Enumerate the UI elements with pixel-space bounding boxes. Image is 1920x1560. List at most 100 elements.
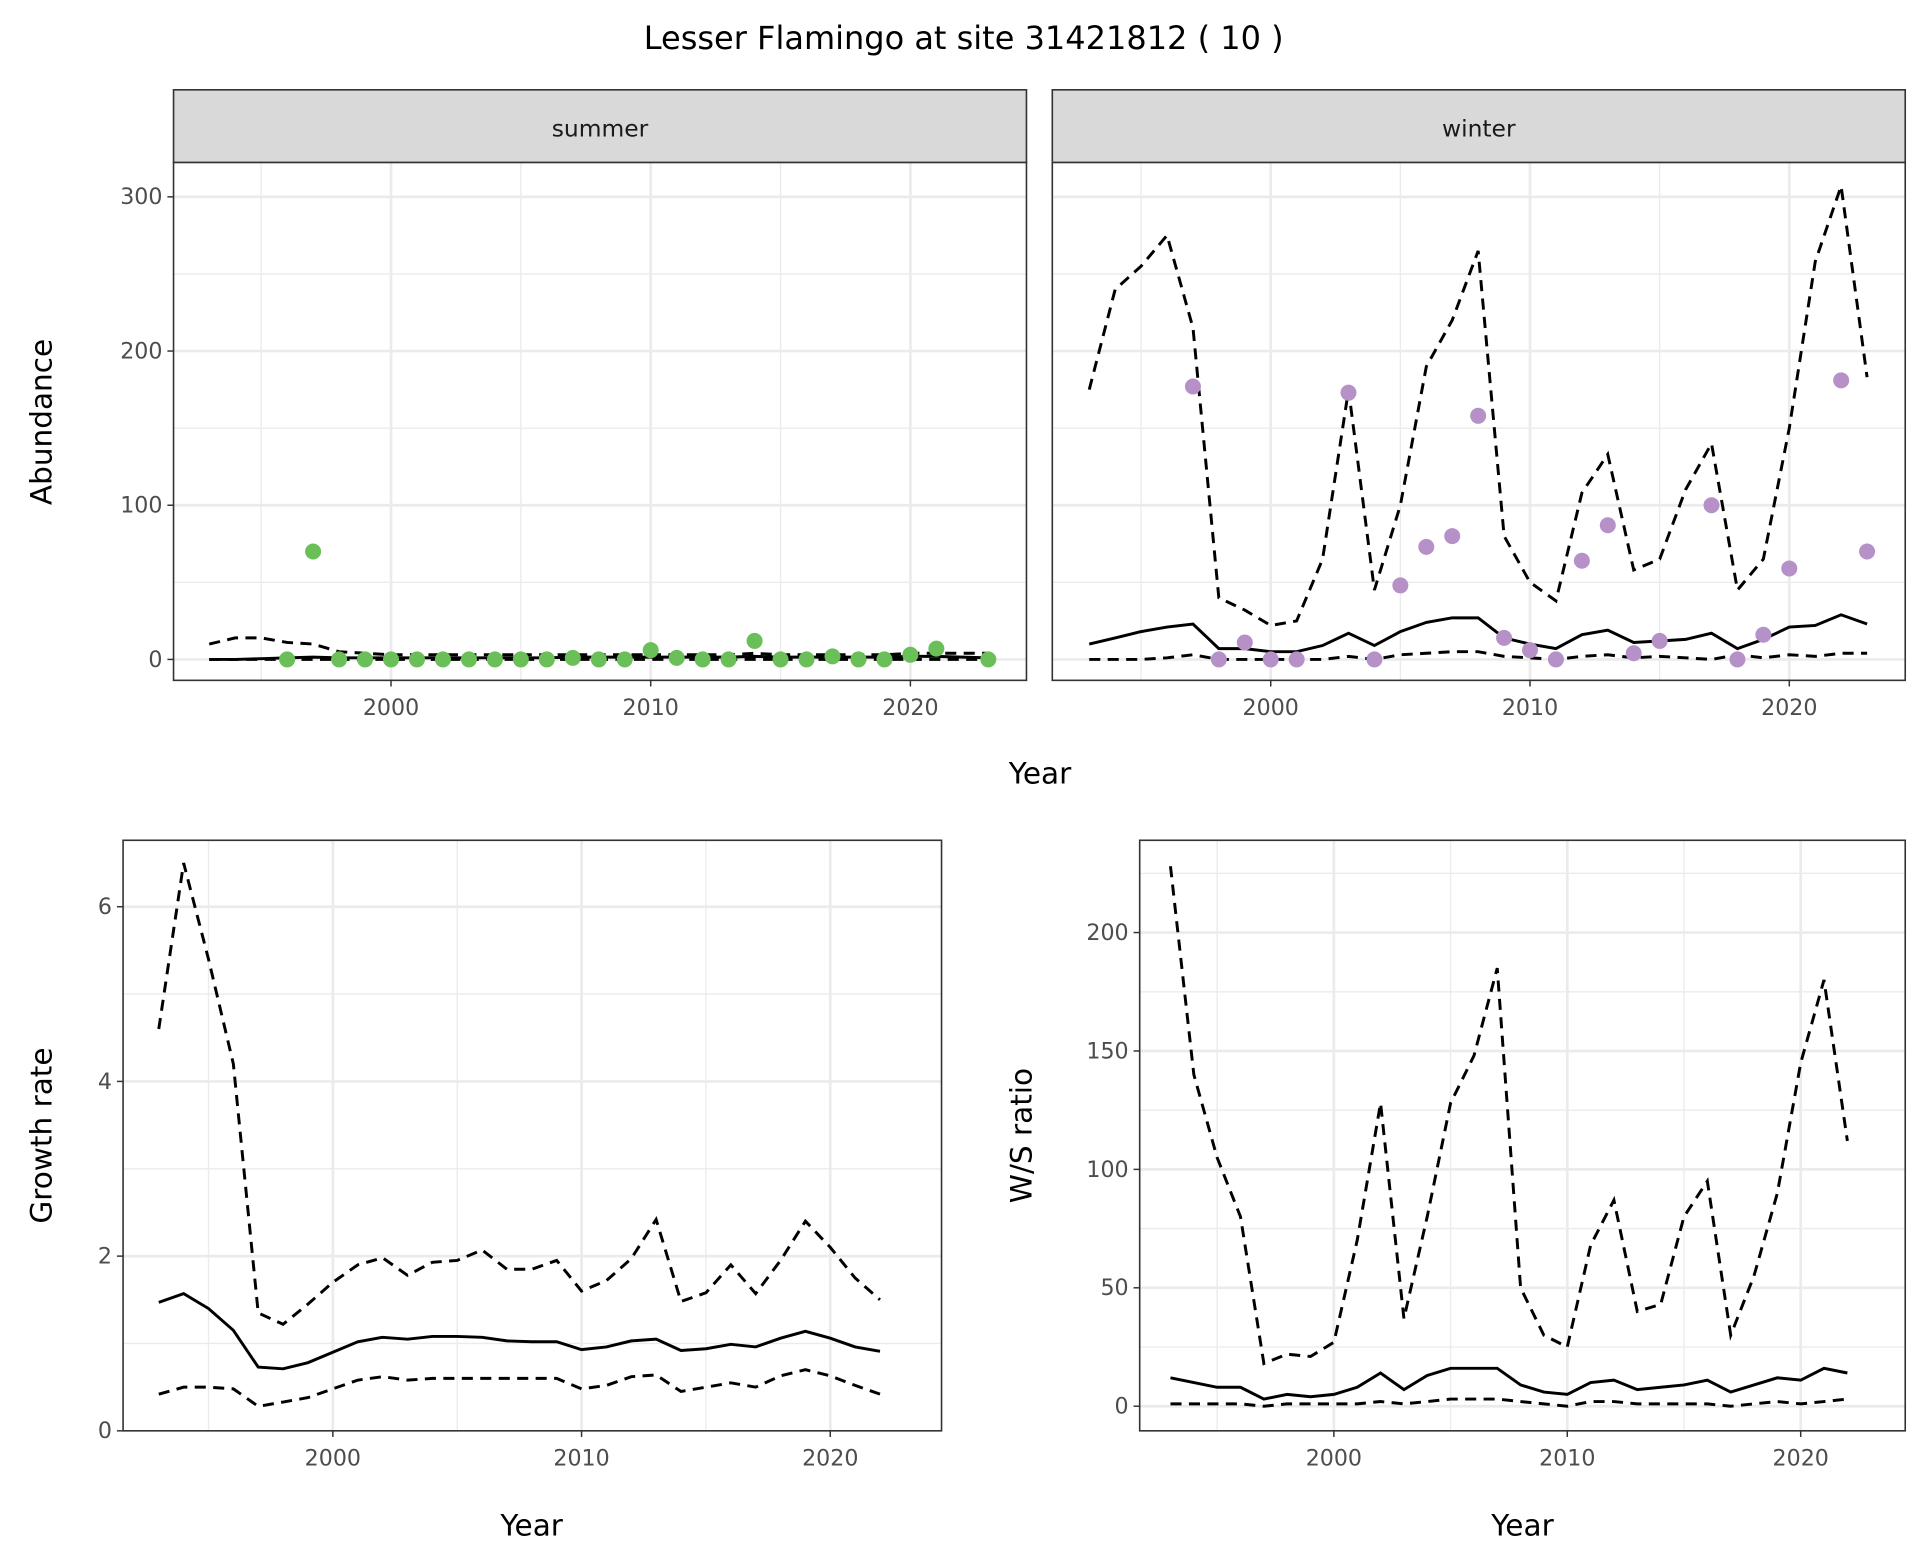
- data-point: [1444, 528, 1461, 545]
- data-point: [1755, 626, 1772, 643]
- x-axis-label: Year: [1490, 1508, 1554, 1542]
- data-point: [383, 651, 400, 668]
- data-point: [798, 651, 815, 668]
- data-point: [1522, 642, 1539, 659]
- x-tick-label: 2010: [1539, 1445, 1595, 1471]
- data-point: [1392, 577, 1409, 594]
- data-point: [1729, 651, 1746, 668]
- panel-1: 2000 2010 2020 0 100 200 300 summer Abundance: [25, 89, 1028, 721]
- x-tick-label: 2020: [1761, 695, 1817, 721]
- data-point: [279, 651, 296, 668]
- y-tick-label: 0: [1115, 1394, 1129, 1420]
- y-tick-label: 0: [98, 1418, 112, 1444]
- facet-strip: [172, 89, 1028, 164]
- data-point: [1288, 651, 1305, 668]
- data-point: [1340, 384, 1357, 401]
- y-axis-label: Abundance: [25, 339, 59, 505]
- y-tick-label: 0: [148, 647, 162, 673]
- y-tick-label: 4: [98, 1069, 112, 1095]
- panel-3: 2000 2010 2020 0 2 4 6 Growth rate Year: [25, 839, 943, 1542]
- data-point: [460, 651, 477, 668]
- data-point: [616, 651, 633, 668]
- series-line-upper: [1168, 866, 1849, 1366]
- data-point: [538, 651, 555, 668]
- x-axis-label: Year: [1008, 757, 1072, 791]
- data-point: [1599, 517, 1616, 534]
- data-point: [1781, 560, 1798, 577]
- data-point: [876, 651, 893, 668]
- x-tick-label: 2010: [623, 695, 679, 721]
- series-line-mean: [1088, 613, 1868, 654]
- y-tick-label: 200: [120, 338, 162, 364]
- series-line-lower: [158, 1368, 881, 1408]
- data-point: [1418, 538, 1435, 555]
- data-point: [305, 543, 322, 560]
- panel-4: 2000 2010 2020 0 50 100 150 200 W/S ratio Year: [1004, 839, 1907, 1542]
- y-tick-label: 6: [98, 894, 112, 920]
- series-line-lower: [1170, 1397, 1848, 1408]
- data-point: [1651, 632, 1668, 649]
- data-point: [590, 651, 607, 668]
- y-axis-label: W/S ratio: [1004, 1068, 1038, 1203]
- data-point: [1366, 651, 1383, 668]
- facet-strip-label: summer: [552, 115, 649, 143]
- x-tick-label: 2010: [1502, 695, 1558, 721]
- data-point: [564, 649, 581, 666]
- data-point: [1625, 645, 1642, 662]
- x-tick-label: 2000: [305, 1445, 361, 1471]
- series-line-upper: [157, 862, 881, 1327]
- data-point: [824, 648, 841, 665]
- x-tick-label: 2010: [553, 1445, 609, 1471]
- data-point: [1833, 372, 1850, 389]
- data-point: [850, 651, 867, 668]
- plot-background: [173, 162, 1027, 681]
- y-axis-label: Growth rate: [25, 1047, 59, 1223]
- data-point: [902, 646, 919, 663]
- data-point: [1496, 629, 1513, 646]
- panel-border: [122, 839, 943, 1432]
- panel-border: [1138, 839, 1907, 1432]
- data-point: [1236, 634, 1253, 651]
- facet-strip: [1051, 89, 1907, 164]
- x-tick-label: 2000: [1306, 1445, 1362, 1471]
- x-tick-label: 2020: [802, 1445, 858, 1471]
- y-tick-label: 150: [1086, 1038, 1128, 1064]
- data-point: [1703, 497, 1720, 514]
- series-line-upper: [1087, 185, 1869, 628]
- data-point: [720, 651, 737, 668]
- y-tick-label: 300: [120, 184, 162, 210]
- data-point: [357, 651, 374, 668]
- data-point: [1470, 407, 1487, 424]
- data-point: [928, 640, 945, 657]
- facet-strip-label: winter: [1442, 115, 1516, 143]
- y-tick-label: 50: [1100, 1275, 1128, 1301]
- data-point: [1859, 543, 1876, 560]
- data-point: [1547, 651, 1564, 668]
- data-point: [434, 651, 451, 668]
- y-tick-label: 2: [98, 1244, 112, 1270]
- data-point: [408, 651, 425, 668]
- data-point: [1262, 651, 1279, 668]
- data-point: [331, 651, 348, 668]
- y-tick-label: 200: [1086, 920, 1128, 946]
- data-point: [668, 649, 685, 666]
- x-tick-label: 2020: [1773, 1445, 1829, 1471]
- data-point: [1184, 378, 1201, 395]
- series-line-mean: [1170, 1366, 1848, 1401]
- data-point: [772, 651, 789, 668]
- x-tick-label: 2000: [1243, 695, 1299, 721]
- figure-title: Lesser Flamingo at site 31421812 ( 10 ): [644, 19, 1284, 57]
- data-point: [1573, 552, 1590, 569]
- y-tick-label: 100: [120, 493, 162, 519]
- plot-background: [1139, 840, 1906, 1431]
- data-point: [486, 651, 503, 668]
- data-point: [642, 642, 659, 659]
- panel-2: 2000 2010 2020 winter: [1051, 89, 1907, 721]
- x-tick-label: 2000: [363, 695, 419, 721]
- data-point: [980, 651, 997, 668]
- data-point: [512, 651, 529, 668]
- data-point: [1210, 651, 1227, 668]
- series-line-mean: [158, 1292, 881, 1371]
- data-point: [694, 651, 711, 668]
